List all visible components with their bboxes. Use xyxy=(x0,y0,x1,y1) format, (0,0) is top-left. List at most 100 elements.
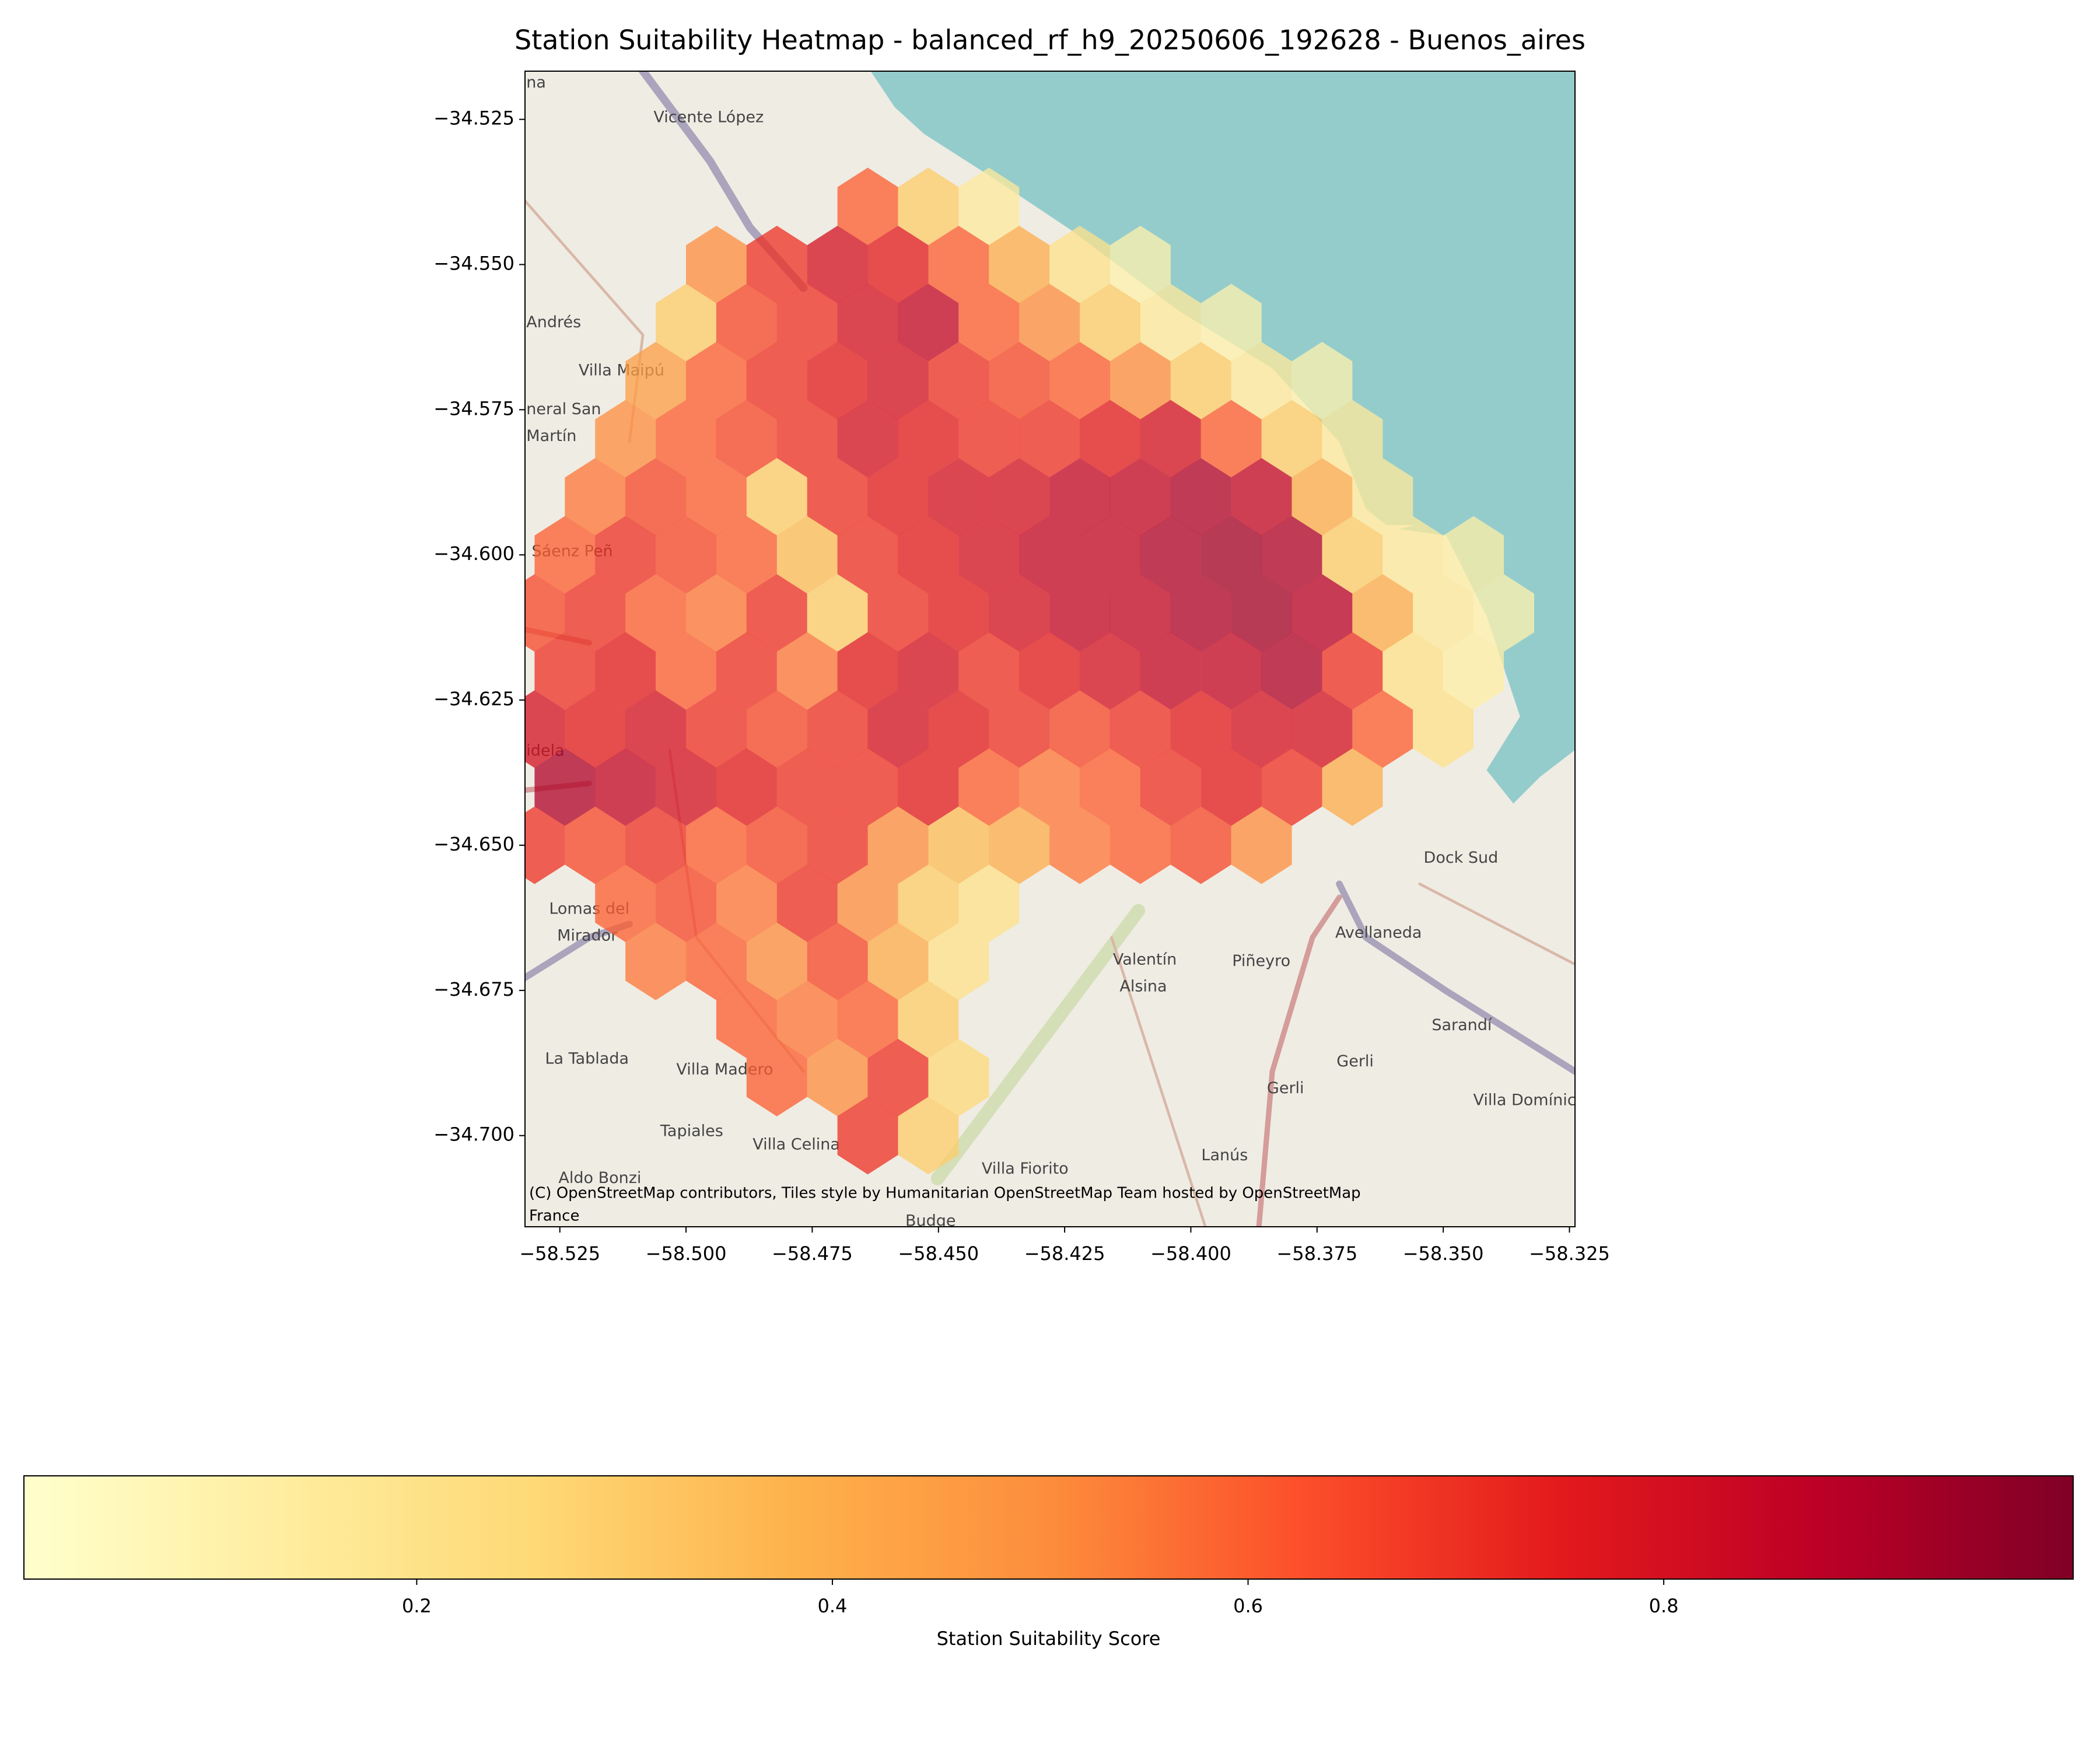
hex-cell xyxy=(776,516,838,594)
hex-cell xyxy=(716,864,777,942)
hex-cell xyxy=(958,516,1020,594)
hex-cell xyxy=(595,748,656,826)
hex-cell xyxy=(958,400,1020,478)
place-label: Sarandí xyxy=(1432,1016,1493,1034)
y-tick-label: −34.625 xyxy=(433,688,514,710)
hex-cell xyxy=(1049,458,1111,536)
hex-cell xyxy=(1352,458,1413,536)
hex-cell xyxy=(656,516,717,594)
hex-cell xyxy=(898,400,959,478)
y-tick-label: −34.550 xyxy=(433,252,514,274)
hex-cell xyxy=(928,690,989,768)
hex-cell xyxy=(656,864,717,942)
hex-cell xyxy=(565,574,626,652)
hex-cell xyxy=(1292,690,1353,768)
hex-cell xyxy=(1080,632,1140,710)
x-tick-label: −58.500 xyxy=(646,1242,727,1265)
hex-cell xyxy=(898,981,959,1059)
hex-cell xyxy=(1200,632,1262,710)
hex-cell xyxy=(1080,284,1140,362)
hex-cell xyxy=(1170,342,1231,420)
hex-cell xyxy=(1261,400,1322,478)
hex-cell xyxy=(1352,574,1413,652)
colorbar-tick-label: 0.8 xyxy=(1649,1595,1679,1617)
hex-cell xyxy=(776,400,838,478)
y-tick-label: −34.675 xyxy=(433,978,514,1000)
hex-cell xyxy=(534,748,596,826)
water xyxy=(1399,482,1575,804)
chart-title: Station Suitability Heatmap - balanced_r… xyxy=(514,24,1586,56)
hex-cell xyxy=(625,922,687,1000)
hex-cell xyxy=(1049,690,1111,768)
place-label: Villa Fiorito xyxy=(982,1160,1069,1178)
hex-cell xyxy=(1080,748,1140,826)
hex-cell xyxy=(776,864,838,942)
hex-cell xyxy=(837,1097,898,1175)
hex-cell xyxy=(625,806,687,884)
hex-cell xyxy=(1140,516,1201,594)
hex-cell xyxy=(686,922,747,1000)
hex-cell xyxy=(898,632,959,710)
place-label: neral San xyxy=(526,400,601,418)
x-tick-label: −58.350 xyxy=(1403,1242,1484,1265)
hex-cell xyxy=(1110,458,1171,536)
hex-cell xyxy=(565,458,626,536)
place-label: Gerli xyxy=(1336,1052,1374,1070)
hex-cell xyxy=(928,226,989,303)
y-tick-label: −34.575 xyxy=(433,397,514,419)
x-tick-label: −58.400 xyxy=(1150,1242,1231,1265)
hex-cell xyxy=(807,226,868,303)
hex-cell xyxy=(898,284,959,362)
hex-cell xyxy=(867,342,929,420)
hex-cell xyxy=(1261,748,1322,826)
x-tick-label: −58.325 xyxy=(1529,1242,1610,1265)
hex-cell xyxy=(1322,516,1383,594)
place-label: Villa Domínic xyxy=(1473,1091,1576,1110)
axes-frame xyxy=(524,71,1576,1227)
hex-cell xyxy=(1231,574,1292,652)
hex-cell xyxy=(525,690,565,768)
hex-cell xyxy=(837,864,898,942)
hex-cell xyxy=(746,690,807,768)
hex-cell xyxy=(807,458,868,536)
x-tick-label: −58.525 xyxy=(519,1242,600,1265)
hex-cell xyxy=(595,864,656,942)
hex-cell xyxy=(807,806,868,884)
x-tick-label: −58.375 xyxy=(1276,1242,1357,1265)
place-label: na xyxy=(526,74,546,92)
hex-cell xyxy=(1110,806,1171,884)
hex-cell xyxy=(928,806,989,884)
hex-cell xyxy=(1019,632,1080,710)
hex-cell xyxy=(958,864,1020,942)
hex-cell xyxy=(716,748,777,826)
hex-cell xyxy=(716,632,777,710)
hex-cell xyxy=(1170,574,1231,652)
hex-cell xyxy=(1231,458,1292,536)
hex-cell xyxy=(565,806,626,884)
y-tick-label: −34.600 xyxy=(433,542,514,565)
hex-cell xyxy=(1019,284,1080,362)
hex-cell xyxy=(656,284,717,362)
hex-cell xyxy=(1049,574,1111,652)
hex-cell xyxy=(625,458,687,536)
hex-cell xyxy=(928,574,989,652)
hex-cell xyxy=(1443,632,1504,710)
hex-cell xyxy=(1292,342,1353,420)
colorbar xyxy=(23,1475,2074,1580)
hex-cell xyxy=(1231,806,1292,884)
place-label: Alsina xyxy=(1119,978,1167,996)
hex-cell xyxy=(867,922,929,1000)
place-label: Avellaneda xyxy=(1335,924,1422,942)
hex-cell xyxy=(625,342,687,420)
colorbar-tick-label: 0.2 xyxy=(402,1595,432,1617)
hex-cell xyxy=(746,574,807,652)
hex-cell xyxy=(686,342,747,420)
hex-cell xyxy=(1140,632,1201,710)
hex-cell xyxy=(1322,632,1383,710)
hex-cell xyxy=(898,1097,959,1175)
place-label: La Tablada xyxy=(545,1050,629,1068)
hex-cell xyxy=(867,1038,929,1116)
place-label: Piñeyro xyxy=(1232,952,1290,970)
attribution: France xyxy=(529,1208,579,1225)
